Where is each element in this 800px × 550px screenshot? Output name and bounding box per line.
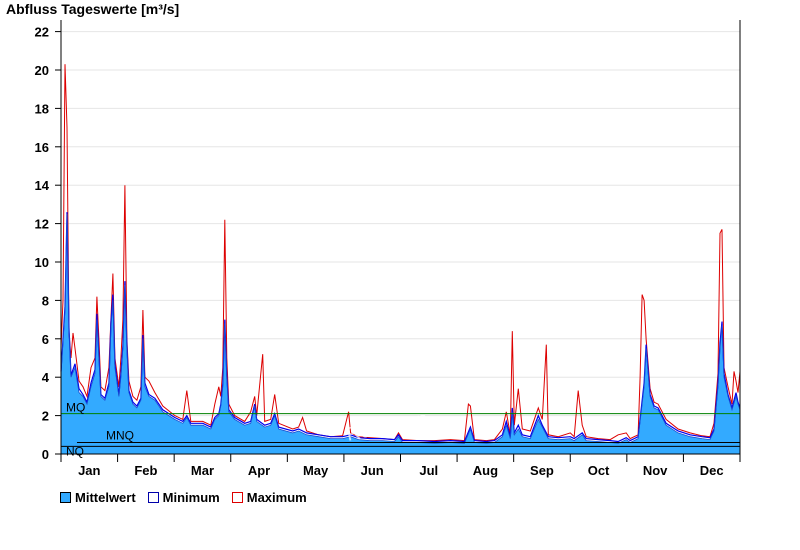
x-tick-label-sep: Sep: [530, 463, 554, 478]
series-maximum-line: [60, 64, 741, 442]
x-tick-label-nov: Nov: [643, 463, 668, 478]
legend-item-minimum: Minimum: [147, 490, 220, 505]
y-tick-label-18: 18: [35, 101, 49, 116]
x-tick-label-aug: Aug: [473, 463, 498, 478]
x-tick-label-dec: Dec: [700, 463, 724, 478]
y-tick-label-8: 8: [42, 293, 49, 308]
y-tick-label-4: 4: [42, 370, 50, 385]
series-mittelwert-area: [61, 214, 740, 454]
x-tick-label-jun: Jun: [361, 463, 384, 478]
legend-label-minimum: Minimum: [162, 490, 220, 505]
y-tick-label-2: 2: [42, 409, 49, 424]
x-tick-label-oct: Oct: [588, 463, 610, 478]
grid: [61, 31, 740, 417]
legend: Mittelwert Minimum Maximum: [60, 490, 307, 505]
legend-item-maximum: Maximum: [231, 490, 307, 505]
ref-label-mnq: MNQ: [106, 428, 134, 442]
x-tick-label-may: May: [303, 463, 329, 478]
y-tick-label-6: 6: [42, 332, 49, 347]
legend-swatch-maximum: [231, 492, 243, 503]
chart-title: Abfluss Tageswerte [m³/s]: [6, 1, 179, 17]
y-tick-label-16: 16: [35, 140, 49, 155]
ref-label-mq: MQ: [66, 401, 85, 415]
x-tick-label-feb: Feb: [134, 463, 157, 478]
x-tick-label-jan: Jan: [78, 463, 100, 478]
y-tick-label-20: 20: [35, 63, 49, 78]
axes: [60, 20, 741, 455]
y-axis: 0 2 4 6 8 10 12 14 16 18 20 22: [35, 25, 61, 462]
x-tick-label-mar: Mar: [191, 463, 214, 478]
y-tick-label-14: 14: [35, 178, 50, 193]
legend-label-maximum: Maximum: [246, 490, 307, 505]
x-tick-label-apr: Apr: [248, 463, 270, 478]
y-tick-label-0: 0: [42, 447, 49, 462]
y-tick-label-12: 12: [35, 217, 49, 232]
y-tick-label-10: 10: [35, 255, 49, 270]
y-tick-label-22: 22: [35, 25, 49, 40]
reference-lines: MQ MNQ NQ: [61, 401, 740, 458]
legend-label-mittelwert: Mittelwert: [75, 490, 136, 505]
x-axis: Jan Feb Mar Apr May Jun Jul Aug Sep Oct Nov Dec: [60, 454, 741, 478]
series-mittelwert-line: [60, 213, 741, 444]
legend-swatch-minimum: [147, 492, 159, 503]
legend-item-mittelwert: Mittelwert: [60, 490, 136, 505]
x-tick-label-jul: Jul: [419, 463, 438, 478]
series-layer: [60, 64, 741, 454]
ref-label-nq: NQ: [66, 444, 84, 458]
series-minimum-line: [60, 212, 741, 443]
legend-swatch-mittelwert: [60, 492, 71, 503]
